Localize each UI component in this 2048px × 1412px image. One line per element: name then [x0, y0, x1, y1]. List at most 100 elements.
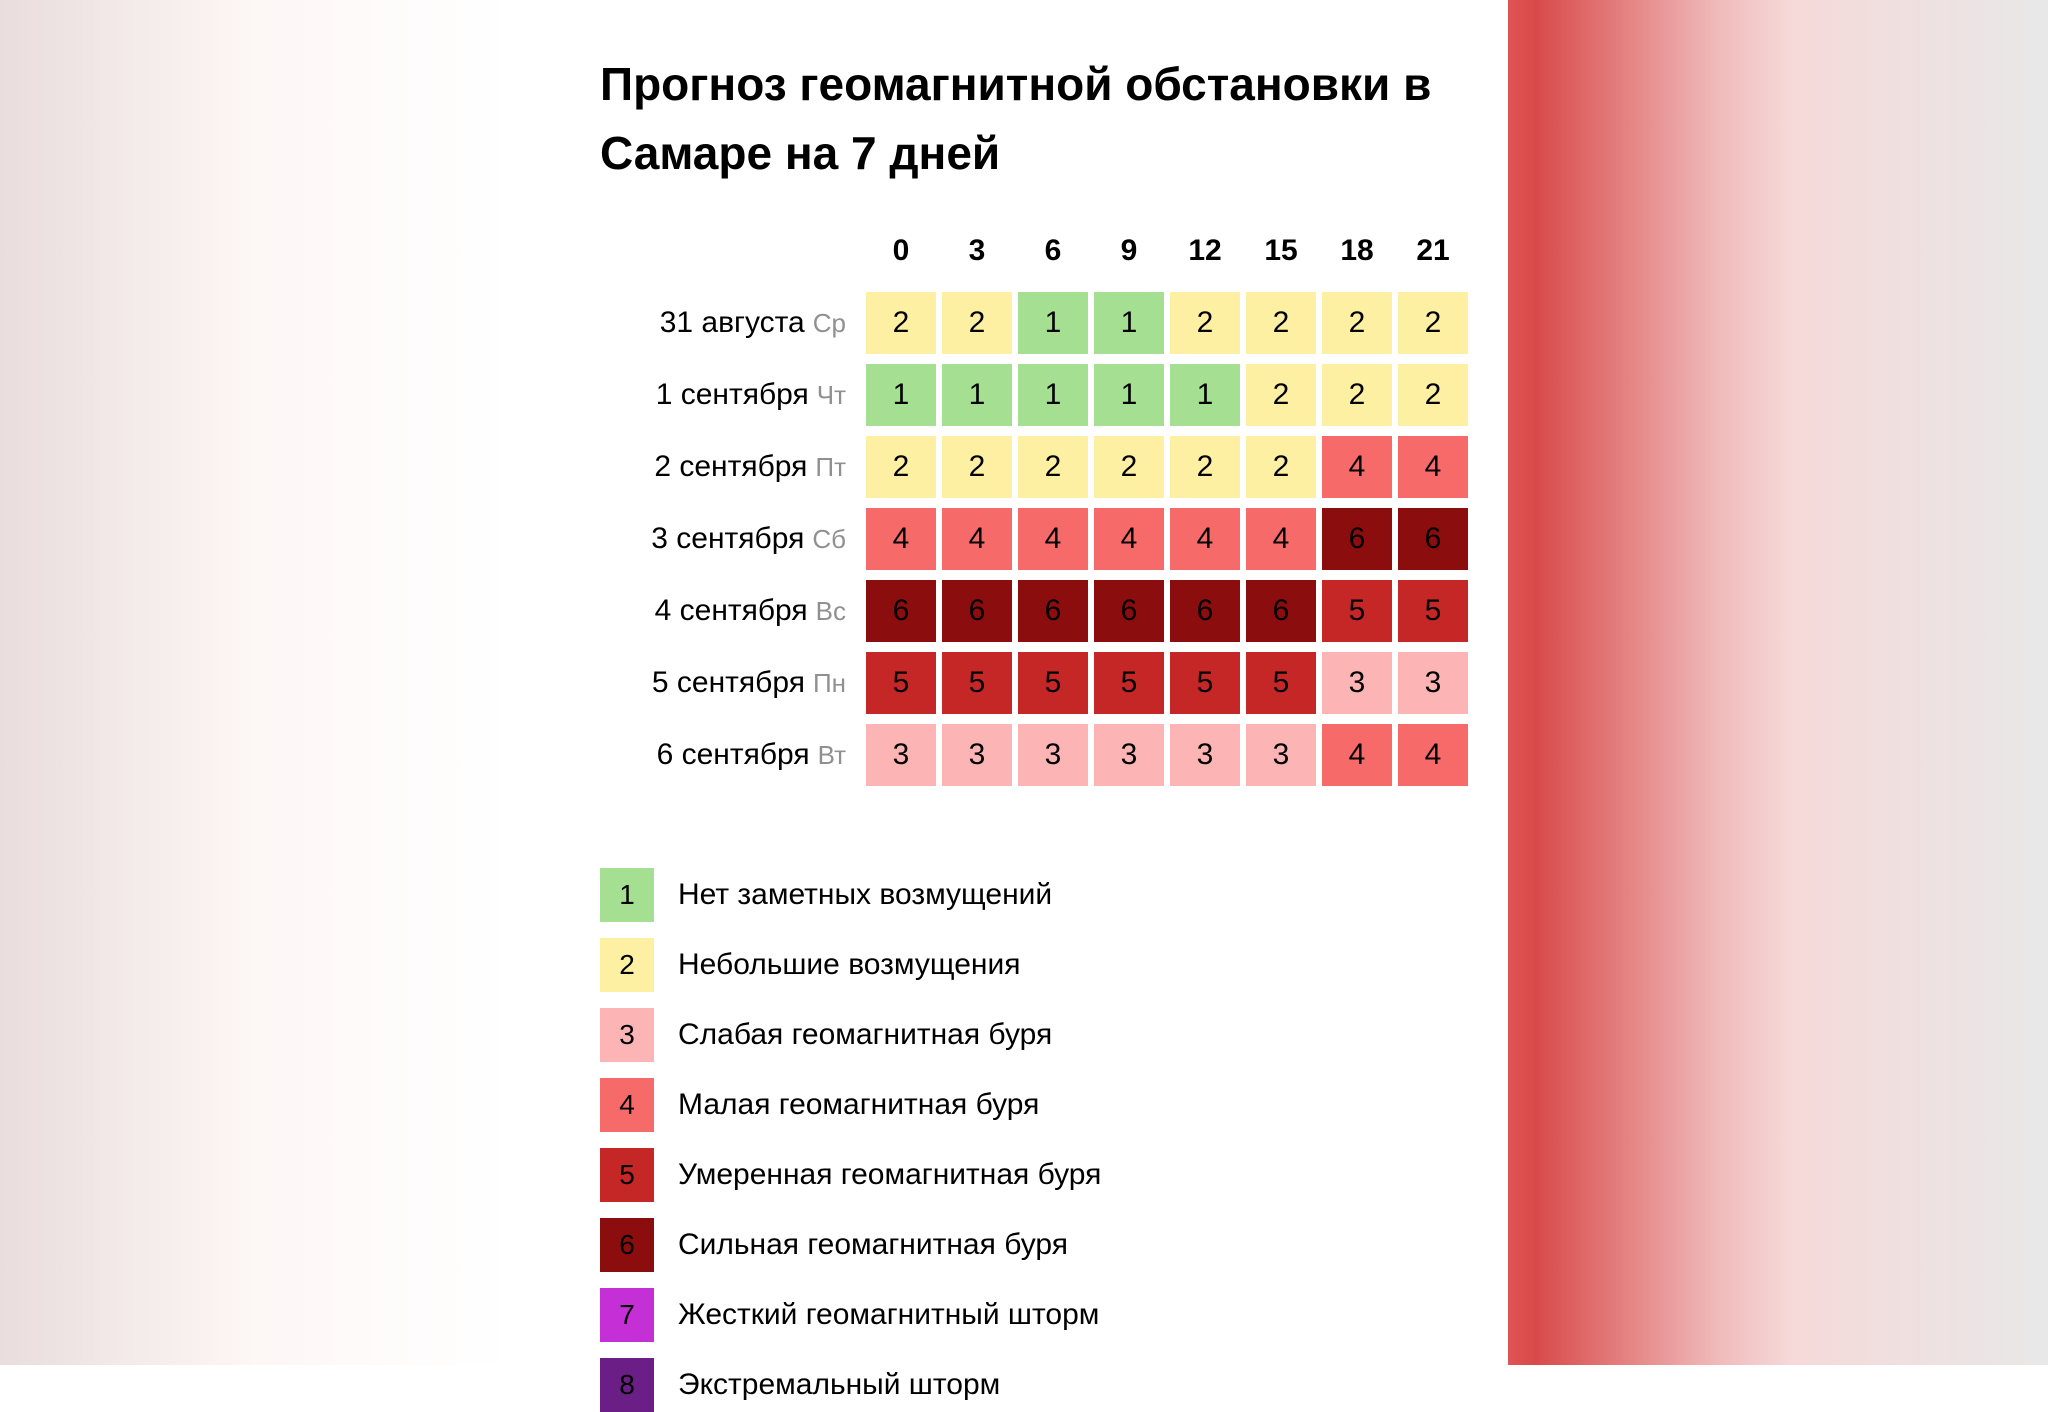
heatmap-cell: 2 — [942, 436, 1012, 498]
heatmap-cell: 1 — [866, 364, 936, 426]
legend-label: Жесткий геомагнитный шторм — [678, 1298, 1099, 1332]
column-header: 6 — [1018, 234, 1088, 268]
legend-label: Небольшие возмущения — [678, 948, 1020, 982]
heatmap-cell: 6 — [1322, 508, 1392, 570]
row-label: 5 сентября Пн — [600, 666, 860, 700]
heatmap-cell: 5 — [942, 652, 1012, 714]
legend-row: 1 Нет заметных возмущений — [600, 868, 1453, 922]
heatmap-cell: 3 — [1170, 724, 1240, 786]
column-header: 9 — [1094, 234, 1164, 268]
heatmap-cell: 5 — [1018, 652, 1088, 714]
heatmap-cell: 6 — [1398, 508, 1468, 570]
legend-swatch: 2 — [600, 938, 654, 992]
legend-label: Экстремальный шторм — [678, 1368, 1000, 1402]
heatmap-cell: 3 — [866, 724, 936, 786]
heatmap-cell: 5 — [1170, 652, 1240, 714]
legend-row: 4 Малая геомагнитная буря — [600, 1078, 1453, 1132]
row-label: 31 августаСр — [600, 306, 860, 340]
row-date: 2 сентября — [654, 450, 807, 483]
heatmap-cell: 3 — [1018, 724, 1088, 786]
legend-label: Умеренная геомагнитная буря — [678, 1158, 1101, 1192]
page-title: Прогноз геомагнитной обстановки в Самаре… — [600, 50, 1453, 188]
row-weekday: Вт — [818, 740, 846, 770]
row-label: 3 сентября Сб — [600, 522, 860, 556]
heatmap-cell: 1 — [1094, 292, 1164, 354]
legend-label: Нет заметных возмущений — [678, 878, 1052, 912]
background-band — [256, 0, 512, 1365]
heatmap-cell: 4 — [1170, 508, 1240, 570]
heatmap-cell: 2 — [1246, 436, 1316, 498]
legend-row: 8 Экстремальный шторм — [600, 1358, 1453, 1412]
heatmap-cell: 5 — [1094, 652, 1164, 714]
heatmap-cell: 4 — [1094, 508, 1164, 570]
heatmap-cell: 2 — [866, 292, 936, 354]
heatmap-cell: 1 — [1094, 364, 1164, 426]
column-header: 21 — [1398, 234, 1468, 268]
heatmap-cell: 4 — [1246, 508, 1316, 570]
heatmap-cell: 2 — [1246, 292, 1316, 354]
column-header: 18 — [1322, 234, 1392, 268]
legend-swatch: 8 — [600, 1358, 654, 1412]
heatmap-cell: 4 — [1398, 724, 1468, 786]
heatmap-cell: 1 — [942, 364, 1012, 426]
row-weekday: Пт — [815, 452, 846, 482]
heatmap-cell: 1 — [1018, 292, 1088, 354]
heatmap-cell: 5 — [1322, 580, 1392, 642]
heatmap-cell: 1 — [1170, 364, 1240, 426]
legend-row: 7 Жесткий геомагнитный шторм — [600, 1288, 1453, 1342]
heatmap-cell: 4 — [1018, 508, 1088, 570]
heatmap-cell: 6 — [1246, 580, 1316, 642]
heatmap-cell: 6 — [1018, 580, 1088, 642]
heatmap-cell: 5 — [1398, 580, 1468, 642]
heatmap-cell: 4 — [1322, 436, 1392, 498]
column-header: 12 — [1170, 234, 1240, 268]
forecast-panel: Прогноз геомагнитной обстановки в Самаре… — [540, 0, 1508, 1365]
row-weekday: Сб — [812, 524, 846, 554]
row-label: 2 сентября Пт — [600, 450, 860, 484]
row-date: 4 сентября — [655, 594, 808, 627]
legend-row: 6Сильная геомагнитная буря — [600, 1218, 1453, 1272]
row-weekday: Чт — [817, 380, 846, 410]
background-band — [1536, 0, 1792, 1365]
row-date: 5 сентября — [652, 666, 805, 699]
heatmap-cell: 4 — [1398, 436, 1468, 498]
legend-label: Малая геомагнитная буря — [678, 1088, 1039, 1122]
heatmap-cell: 2 — [942, 292, 1012, 354]
row-label: 4 сентября Вс — [600, 594, 860, 628]
heatmap-cell: 6 — [866, 580, 936, 642]
legend-swatch: 5 — [600, 1148, 654, 1202]
row-date: 1 сентября — [656, 378, 809, 411]
heatmap-cell: 6 — [1094, 580, 1164, 642]
legend-swatch: 1 — [600, 868, 654, 922]
heatmap-cell: 2 — [1170, 292, 1240, 354]
row-date: 31 августа — [660, 306, 805, 339]
heatmap-cell: 4 — [866, 508, 936, 570]
legend-label: Слабая геомагнитная буря — [678, 1018, 1052, 1052]
heatmap-cell: 6 — [1170, 580, 1240, 642]
legend: 1 Нет заметных возмущений 2 Небольшие возму… — [600, 868, 1453, 1412]
row-date: 3 сентября — [651, 522, 804, 555]
legend-row: 5 Умеренная геомагнитная буря — [600, 1148, 1453, 1202]
heatmap-cell: 2 — [1398, 292, 1468, 354]
legend-swatch: 7 — [600, 1288, 654, 1342]
legend-row: 2 Небольшие возмущения — [600, 938, 1453, 992]
row-weekday: Пн — [813, 668, 846, 698]
heatmap-cell: 5 — [1246, 652, 1316, 714]
heatmap-cell: 3 — [1094, 724, 1164, 786]
heatmap-cell: 2 — [1018, 436, 1088, 498]
background-band — [0, 0, 256, 1365]
heatmap-cell: 1 — [1018, 364, 1088, 426]
heatmap-cell: 4 — [942, 508, 1012, 570]
row-weekday: Вс — [816, 596, 846, 626]
heatmap-cell: 2 — [1246, 364, 1316, 426]
legend-swatch: 6 — [600, 1218, 654, 1272]
legend-swatch: 4 — [600, 1078, 654, 1132]
heatmap-cell: 4 — [1322, 724, 1392, 786]
heatmap-cell: 3 — [1398, 652, 1468, 714]
row-label: 1 сентября Чт — [600, 378, 860, 412]
heatmap-cell: 2 — [1094, 436, 1164, 498]
column-header: 3 — [942, 234, 1012, 268]
column-header: 0 — [866, 234, 936, 268]
heatmap-cell: 2 — [866, 436, 936, 498]
heatmap-grid: 03691215182131 августаСр221122221 сентяб… — [600, 218, 1453, 788]
